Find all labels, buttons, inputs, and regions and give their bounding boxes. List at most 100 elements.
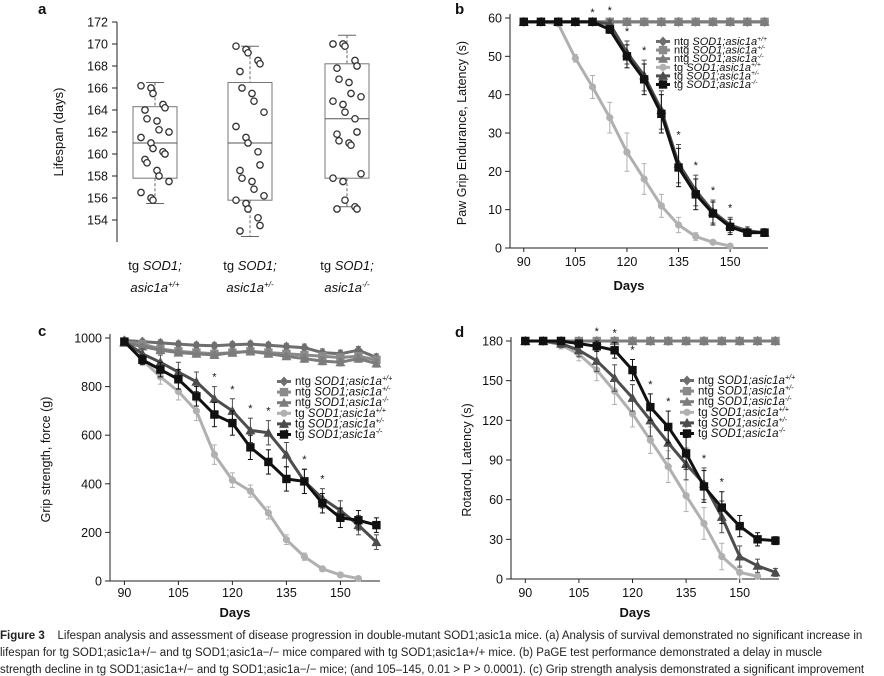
panel-a-point	[353, 128, 361, 136]
panel-c-ylabel: Grip strength, force (g)	[39, 397, 53, 523]
panel-c-ytick-label: 800	[81, 380, 102, 394]
panel-d-asterisk: *	[630, 345, 635, 357]
panel-b-point	[708, 209, 718, 218]
panel-b-point	[606, 114, 614, 122]
panel-a-point	[250, 97, 258, 106]
panel-b-ytick-label: 20	[488, 165, 502, 179]
legend-marker	[682, 429, 692, 438]
panel-b-point	[725, 222, 735, 232]
panel-a-group: tg SOD1; asic1a+/-	[223, 42, 277, 295]
panel-c-point	[317, 356, 328, 366]
panel-d-point	[627, 336, 638, 345]
caption-line-2: lifespan for tg SOD1;asic1a+/− and tg SO…	[0, 647, 823, 659]
panel-b-ytick-label: 50	[488, 50, 502, 64]
legend-entry: tg SOD1;asic1a+/+	[295, 406, 386, 419]
panel-d-point	[646, 402, 655, 412]
panel-a-xlabel-line1: tg SOD1;	[320, 258, 374, 273]
panel-c-xtick-label: 120	[222, 586, 243, 600]
panel-d-point	[681, 449, 691, 458]
panel-c-point	[228, 476, 236, 484]
panel-b-point	[605, 25, 614, 34]
panel-b-xtick-label: 120	[617, 255, 638, 269]
panel-b-point	[691, 190, 700, 199]
panel-b-ytick-label: 30	[488, 127, 502, 141]
panel-c-asterisk: *	[302, 454, 307, 466]
panel-b-asterisk: *	[676, 130, 681, 142]
panel-a-point	[353, 62, 361, 70]
panel-a-point	[254, 213, 262, 222]
panel-a-xlabel-line1: tg SOD1;	[223, 258, 277, 273]
panel-b-point	[640, 175, 648, 183]
panel-d-point	[610, 346, 619, 355]
panel-a: a 154 156 158 160 162 164 166 168 170 172 Lifespan …	[38, 1, 374, 295]
panel-c-point	[137, 341, 148, 351]
panel-c-series	[119, 337, 382, 368]
panel-d-ytick-label: 0	[496, 573, 503, 587]
panel-d-asterisk: *	[684, 423, 689, 435]
panel-c-point	[173, 339, 183, 350]
panel-d-point	[734, 551, 745, 561]
panel-d-point	[573, 345, 584, 355]
panel-a-point	[143, 114, 151, 123]
panel-a-xlabel-line2: asic1a+/+	[130, 280, 180, 295]
panel-c-letter: c	[38, 323, 46, 340]
panel-d-series	[520, 336, 781, 577]
panel-b-point	[622, 52, 632, 61]
panel-b-letter: b	[455, 1, 464, 18]
panel-b-point	[759, 16, 770, 26]
panel-a-group: tg SOD1; asic1a-/-	[320, 34, 374, 295]
legend-marker	[658, 45, 668, 55]
panel-c-point	[227, 339, 237, 350]
panel-a-point	[143, 158, 151, 167]
panel-b-ytick-label: 40	[488, 88, 502, 102]
panel-d: d 0 30 60 90 120 150 180 90 105 120 135 150 Days Rotar…	[455, 324, 795, 620]
panel-b-point	[639, 75, 649, 84]
panel-c-point	[209, 393, 220, 403]
panel-c-point	[282, 474, 291, 484]
panel-a-box	[227, 82, 273, 201]
panel-b-legend: ntg SOD1;asic1a+/+ntg SOD1;asic1a+/-ntg …	[656, 36, 767, 91]
panel-b-asterisk: *	[625, 26, 630, 38]
panel-a-point	[155, 125, 163, 134]
legend-marker	[658, 36, 668, 47]
panel-c-point	[281, 449, 292, 459]
panel-c-series	[120, 337, 381, 533]
legend-marker	[683, 408, 691, 416]
caption-line-3: strength decline in tg SOD1;asic1a+/− an…	[0, 664, 865, 676]
panel-a-point	[149, 144, 157, 153]
panel-c-point	[209, 340, 219, 351]
panel-a-point	[244, 48, 252, 57]
panel-a-ytick-label: 164	[87, 104, 108, 118]
panel-a-point	[341, 42, 349, 51]
panel-a-box	[324, 63, 370, 179]
legend-marker	[682, 417, 692, 427]
panel-a-point	[149, 196, 157, 205]
legend-marker	[279, 418, 289, 428]
panel-b-asterisk: *	[694, 160, 699, 172]
panel-a-point	[244, 139, 252, 147]
panel-a-point	[155, 172, 163, 180]
legend-entry: tg SOD1;asic1a+/+	[674, 62, 761, 74]
panel-a-xlabel-line2: asic1a+/-	[226, 280, 274, 295]
panel-a-point	[329, 97, 337, 106]
panel-a-point	[165, 177, 173, 186]
panel-b-point	[709, 238, 717, 246]
panel-b: b 0 10 20 30 40 50 60 90 105 120 135 150 Days Paw Grip…	[455, 1, 770, 293]
caption-figure-label: Figure 3	[0, 630, 45, 642]
panel-b-ytick-label: 10	[488, 203, 502, 217]
panel-c-ytick-label: 600	[81, 429, 102, 443]
panel-c-point	[300, 553, 308, 561]
panel-a-point	[347, 89, 355, 98]
panel-c-xtick-label: 135	[276, 586, 297, 600]
panel-a-ytick-label: 154	[87, 214, 108, 228]
legend-entry: tg SOD1;asic1a-/-	[674, 79, 758, 91]
legend-entry: tg SOD1;asic1a-/-	[295, 428, 383, 441]
panel-d-ytick-label: 60	[489, 493, 503, 507]
panel-d-point	[681, 336, 692, 345]
panel-a-point	[161, 150, 169, 158]
panel-d-point	[716, 336, 727, 345]
panel-c-point	[191, 348, 202, 358]
legend-entry: tg SOD1;asic1a+/-	[295, 417, 385, 430]
panel-d-asterisk: *	[612, 327, 617, 339]
panel-c-point	[263, 340, 273, 351]
